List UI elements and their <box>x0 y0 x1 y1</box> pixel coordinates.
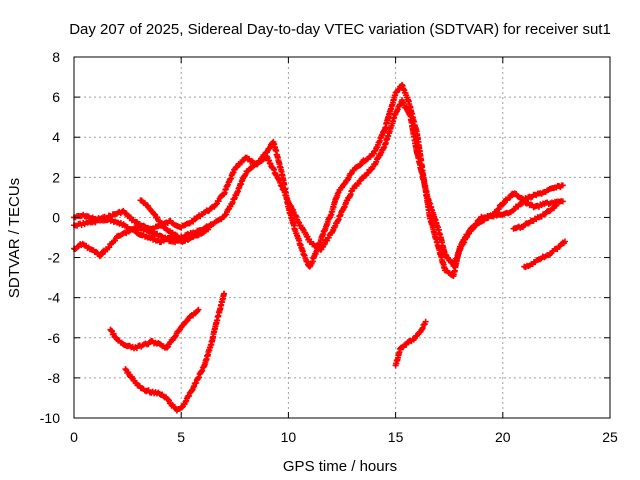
x-tick-label: 5 <box>177 429 185 445</box>
y-tick-label: -4 <box>48 290 61 306</box>
x-tick-label: 10 <box>281 429 297 445</box>
data-point <box>321 241 328 248</box>
data-point <box>559 182 566 189</box>
data-point <box>183 318 190 325</box>
y-tick-label: 0 <box>52 209 60 225</box>
y-tick-label: -8 <box>48 370 61 386</box>
data-point <box>495 205 502 212</box>
data-point <box>164 344 171 351</box>
data-point <box>165 396 172 403</box>
x-tick-label: 15 <box>388 429 404 445</box>
series-low-arc-1 <box>107 306 202 352</box>
x-tick-label: 0 <box>70 429 78 445</box>
data-point <box>173 232 180 239</box>
y-axis-label: SDTVAR / TECUs <box>6 178 23 298</box>
data-point <box>367 153 374 160</box>
series-short-arc <box>137 197 180 239</box>
data-point <box>368 166 375 173</box>
plot-frame <box>73 56 611 419</box>
y-tick-label: 8 <box>52 49 60 65</box>
data-point <box>507 194 514 201</box>
y-tick-label: 6 <box>52 89 60 105</box>
data-point <box>355 180 362 187</box>
series-early-dip <box>71 224 213 260</box>
data-point <box>499 201 506 208</box>
series-late-fragment <box>521 238 568 271</box>
data-point <box>195 306 202 313</box>
data-point <box>206 224 213 231</box>
data-point <box>422 318 429 325</box>
x-axis-label: GPS time / hours <box>283 458 397 475</box>
series-late-short <box>510 202 560 232</box>
data-point <box>151 211 158 218</box>
data-point <box>106 244 113 251</box>
series-low-arc-2 <box>122 290 228 414</box>
data-point <box>559 198 566 205</box>
data-point <box>553 202 560 209</box>
y-tick-label: 4 <box>52 129 60 145</box>
plot-area <box>71 81 568 414</box>
data-point <box>190 218 197 225</box>
data-point <box>242 171 249 178</box>
data-point <box>221 290 228 297</box>
y-tick-label: -6 <box>48 330 61 346</box>
data-point <box>179 404 186 411</box>
data-point <box>97 252 104 259</box>
data-point <box>365 169 372 176</box>
data-point <box>561 238 568 245</box>
chart-title: Day 207 of 2025, Sidereal Day-to-day VTE… <box>69 21 611 38</box>
y-tick-label: 2 <box>52 169 60 185</box>
x-tick-label: 20 <box>495 429 511 445</box>
y-tick-label: -10 <box>40 410 60 426</box>
data-point <box>341 180 348 187</box>
series-mid-fragment <box>392 318 429 369</box>
x-tick-label: 25 <box>602 429 618 445</box>
data-point <box>110 330 117 337</box>
data-point <box>357 162 364 169</box>
axis-ticks: 0 5 10 15 20 25 -10 -8 -6 -4 -2 0 2 4 6 8 <box>40 49 618 445</box>
y-tick-label: -2 <box>48 250 61 266</box>
